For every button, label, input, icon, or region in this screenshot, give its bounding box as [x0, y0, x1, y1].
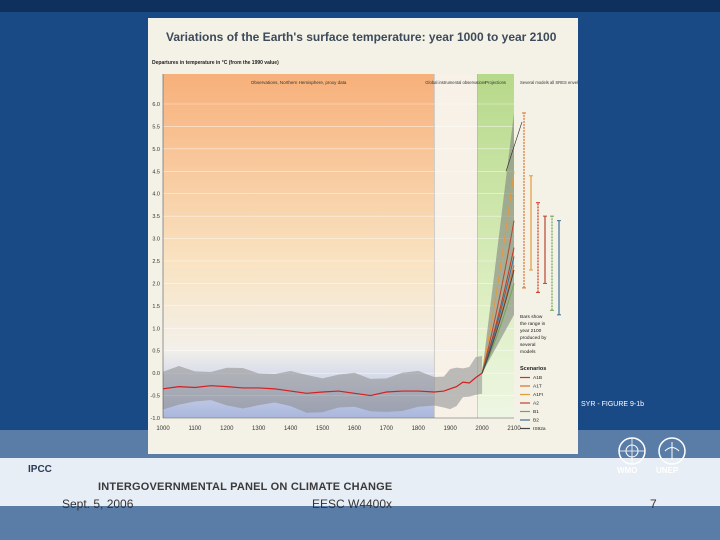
x-tick-label: 2000	[475, 426, 489, 432]
y-tick-label: 6.0	[152, 102, 160, 108]
projections-label: Projections	[485, 80, 506, 85]
y-tick-label: 5.0	[152, 147, 160, 153]
range-note-line: models	[520, 349, 536, 355]
ipcc-full-name: INTERGOVERNMENTAL PANEL ON CLIMATE CHANG…	[98, 481, 393, 493]
legend-label-a1t: A1T	[533, 384, 542, 390]
proxy-label: Observations, Northern Hemisphere, proxy…	[251, 80, 347, 85]
scenario-line-a2	[481, 220, 515, 374]
bottom-banner	[0, 458, 720, 506]
wmo-logo	[618, 437, 646, 465]
observation-line	[162, 372, 483, 397]
x-tick-label: 1100	[188, 426, 202, 432]
x-tick-label: 2100	[507, 426, 521, 432]
legend-label-is92a: IS92a	[533, 426, 546, 432]
y-tick-label: 1.0	[152, 326, 160, 332]
x-tick-label: 1800	[412, 426, 426, 432]
observation-uncertainty	[163, 355, 483, 413]
x-tick-label: 1600	[348, 426, 362, 432]
y-tick-label: 0.5	[152, 349, 160, 355]
chart-panel: Variations of the Earth's surface temper…	[148, 18, 578, 454]
figure-reference: SYR - FIGURE 9-1b	[581, 401, 645, 408]
y-tick-label: 4.5	[152, 169, 160, 175]
instrumental-label: Global instrumental observations	[425, 80, 486, 85]
top-band	[0, 0, 720, 12]
range-note-line: the range in	[520, 321, 546, 327]
y-tick-label: 4.0	[152, 192, 160, 198]
y-tick-label: 2.5	[152, 259, 160, 265]
x-tick-label: 1200	[220, 426, 234, 432]
y-tick-label: 2.0	[152, 281, 160, 287]
y-tick-label: 3.0	[152, 237, 160, 243]
unep-label: UNEP	[656, 466, 679, 475]
legend-label-a2: A2	[533, 401, 539, 407]
y-tick-label: 3.5	[152, 214, 160, 220]
x-tick-label: 1000	[156, 426, 170, 432]
range-note-line: Bars show	[520, 314, 543, 320]
y-tick-label: 5.5	[152, 124, 160, 130]
footer-date: Sept. 5, 2006	[62, 497, 134, 511]
x-tick-label: 1900	[444, 426, 458, 432]
y-tick-label: 1.5	[152, 304, 160, 310]
x-tick-label: 1400	[284, 426, 298, 432]
x-tick-label: 1300	[252, 426, 266, 432]
envelope-pointer	[505, 121, 523, 172]
proxy-region	[163, 74, 435, 418]
ipcc-logo: IPCC	[28, 464, 52, 475]
chart-subtitle: Departures in temperature in °C (from th…	[152, 60, 279, 66]
y-tick-label: -0.5	[151, 394, 160, 400]
wmo-label: WMO	[617, 466, 638, 475]
range-note-line: several	[520, 342, 535, 348]
legend-label-a1b: A1B	[533, 375, 542, 381]
models-label: Several models all SRES envelope	[520, 80, 578, 85]
y-tick-label: -1.0	[151, 416, 160, 422]
legend-title: Scenarios	[520, 366, 546, 372]
legend-label-a1fi: A1FI	[533, 392, 543, 398]
y-tick-label: 0.0	[152, 371, 160, 377]
temperature-chart: Observations, Northern Hemisphere, proxy…	[151, 74, 578, 432]
page-number: 7	[650, 497, 657, 511]
x-tick-label: 1500	[316, 426, 330, 432]
footer-course: EESC W4400x	[312, 497, 393, 511]
instrumental-region	[434, 74, 478, 418]
x-tick-label: 1700	[380, 426, 394, 432]
legend-label-b2: B2	[533, 418, 539, 424]
scenario-line-a1fi	[481, 171, 515, 374]
scenario-line-is92a	[481, 269, 515, 374]
unep-logo	[658, 437, 686, 465]
legend-label-b1: B1	[533, 409, 539, 415]
range-note-line: year 2100	[520, 328, 542, 334]
range-note-line: produced by	[520, 335, 547, 341]
chart-title: Variations of the Earth's surface temper…	[166, 30, 557, 44]
